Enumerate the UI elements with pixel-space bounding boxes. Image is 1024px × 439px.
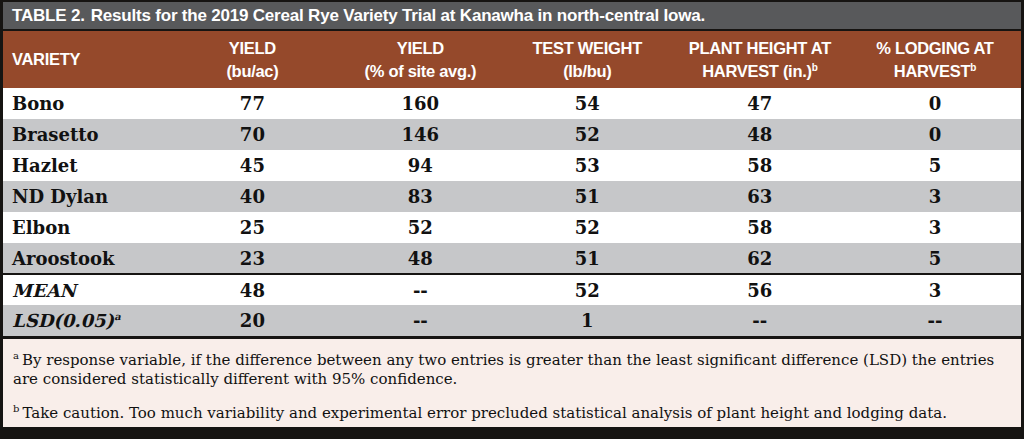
footnote-marker-ref: a: [114, 311, 120, 322]
value-cell: 47: [671, 88, 849, 119]
variety-cell: Hazlet: [3, 150, 168, 181]
value-cell: --: [337, 274, 504, 305]
value-cell: 3: [849, 274, 1021, 305]
value-cell: 83: [337, 181, 504, 212]
value-cell: 160: [337, 88, 504, 119]
column-header: TEST WEIGHT(lb/bu): [504, 31, 671, 88]
table-row: Elbon255252583: [3, 212, 1021, 243]
value-cell: 48: [671, 119, 849, 150]
table-title-text: Results for the 2019 Cereal Rye Variety …: [91, 6, 705, 26]
table-figure: TABLE 2. Results for the 2019 Cereal Rye…: [0, 0, 1024, 439]
variety-cell: Bono: [3, 88, 168, 119]
value-cell: --: [337, 305, 504, 336]
value-cell: 62: [671, 243, 849, 274]
column-header: YIELD(bu/ac): [168, 31, 337, 88]
bottom-rule: [3, 427, 1021, 439]
value-cell: 146: [337, 119, 504, 150]
value-cell: 77: [168, 88, 337, 119]
column-header-line2: (lb/bu): [504, 60, 671, 83]
value-cell: 52: [504, 212, 671, 243]
value-cell: --: [671, 305, 849, 336]
column-header-line2: HARVEST (in.)b: [671, 60, 849, 83]
value-cell: 52: [504, 119, 671, 150]
value-cell: 45: [168, 150, 337, 181]
value-cell: 70: [168, 119, 337, 150]
value-cell: 52: [504, 274, 671, 305]
column-header: % LODGING ATHARVESTb: [849, 31, 1021, 88]
value-cell: 48: [337, 243, 504, 274]
value-cell: 3: [849, 212, 1021, 243]
table-row: Brasetto7014652480: [3, 119, 1021, 150]
table-row: Hazlet459453585: [3, 150, 1021, 181]
footnote-marker-ref: b: [812, 61, 818, 72]
table-row: Bono7716054470: [3, 88, 1021, 119]
footnotes-panel: aBy response variable, if the difference…: [3, 336, 1021, 427]
value-cell: 51: [504, 181, 671, 212]
value-cell: 51: [504, 243, 671, 274]
column-header-line2: (% of site avg.): [337, 60, 504, 83]
footnote-marker: a: [13, 350, 19, 361]
table-title-bar: TABLE 2. Results for the 2019 Cereal Rye…: [3, 2, 1021, 31]
value-cell: 53: [504, 150, 671, 181]
value-cell: 54: [504, 88, 671, 119]
column-header: YIELD(% of site avg.): [337, 31, 504, 88]
footnote-marker-ref: b: [970, 61, 976, 72]
value-cell: 48: [168, 274, 337, 305]
footnote: aBy response variable, if the difference…: [13, 346, 1011, 389]
value-cell: --: [849, 305, 1021, 336]
column-header-line2: (bu/ac): [168, 60, 337, 83]
column-header-line1: YIELD: [337, 37, 504, 60]
value-cell: 20: [168, 305, 337, 336]
value-cell: 0: [849, 88, 1021, 119]
value-cell: 0: [849, 119, 1021, 150]
column-header-line1: % LODGING AT: [849, 37, 1021, 60]
column-header-line1: PLANT HEIGHT AT: [671, 37, 849, 60]
table-row: LSD(0.05)a20--1----: [3, 305, 1021, 336]
table-body: Bono7716054470Brasetto7014652480Hazlet45…: [3, 88, 1021, 336]
table-row: Aroostook234851625: [3, 243, 1021, 274]
table-header: VARIETYYIELD(bu/ac)YIELD(% of site avg.)…: [3, 31, 1021, 88]
column-header: PLANT HEIGHT ATHARVEST (in.)b: [671, 31, 849, 88]
table-row: ND Dylan408351633: [3, 181, 1021, 212]
column-header-line1: VARIETY: [12, 48, 168, 71]
variety-cell: Brasetto: [3, 119, 168, 150]
variety-cell: ND Dylan: [3, 181, 168, 212]
column-header: VARIETY: [3, 31, 168, 88]
variety-cell: Elbon: [3, 212, 168, 243]
value-cell: 5: [849, 150, 1021, 181]
variety-cell: LSD(0.05)a: [3, 305, 168, 336]
results-table: VARIETYYIELD(bu/ac)YIELD(% of site avg.)…: [3, 31, 1021, 336]
value-cell: 52: [337, 212, 504, 243]
table-row: MEAN48--52563: [3, 274, 1021, 305]
value-cell: 5: [849, 243, 1021, 274]
variety-cell: Aroostook: [3, 243, 168, 274]
value-cell: 94: [337, 150, 504, 181]
value-cell: 40: [168, 181, 337, 212]
value-cell: 3: [849, 181, 1021, 212]
variety-cell: MEAN: [3, 274, 168, 305]
value-cell: 56: [671, 274, 849, 305]
column-header-line1: TEST WEIGHT: [504, 37, 671, 60]
value-cell: 1: [504, 305, 671, 336]
value-cell: 58: [671, 212, 849, 243]
value-cell: 25: [168, 212, 337, 243]
column-header-line1: YIELD: [168, 37, 337, 60]
table-title-prefix: TABLE 2.: [12, 6, 85, 26]
column-header-line2: HARVESTb: [849, 60, 1021, 83]
footnote: bTake caution. Too much variability and …: [13, 399, 1011, 423]
table-header-row: VARIETYYIELD(bu/ac)YIELD(% of site avg.)…: [3, 31, 1021, 88]
value-cell: 23: [168, 243, 337, 274]
value-cell: 58: [671, 150, 849, 181]
value-cell: 63: [671, 181, 849, 212]
footnote-marker: b: [13, 403, 19, 414]
